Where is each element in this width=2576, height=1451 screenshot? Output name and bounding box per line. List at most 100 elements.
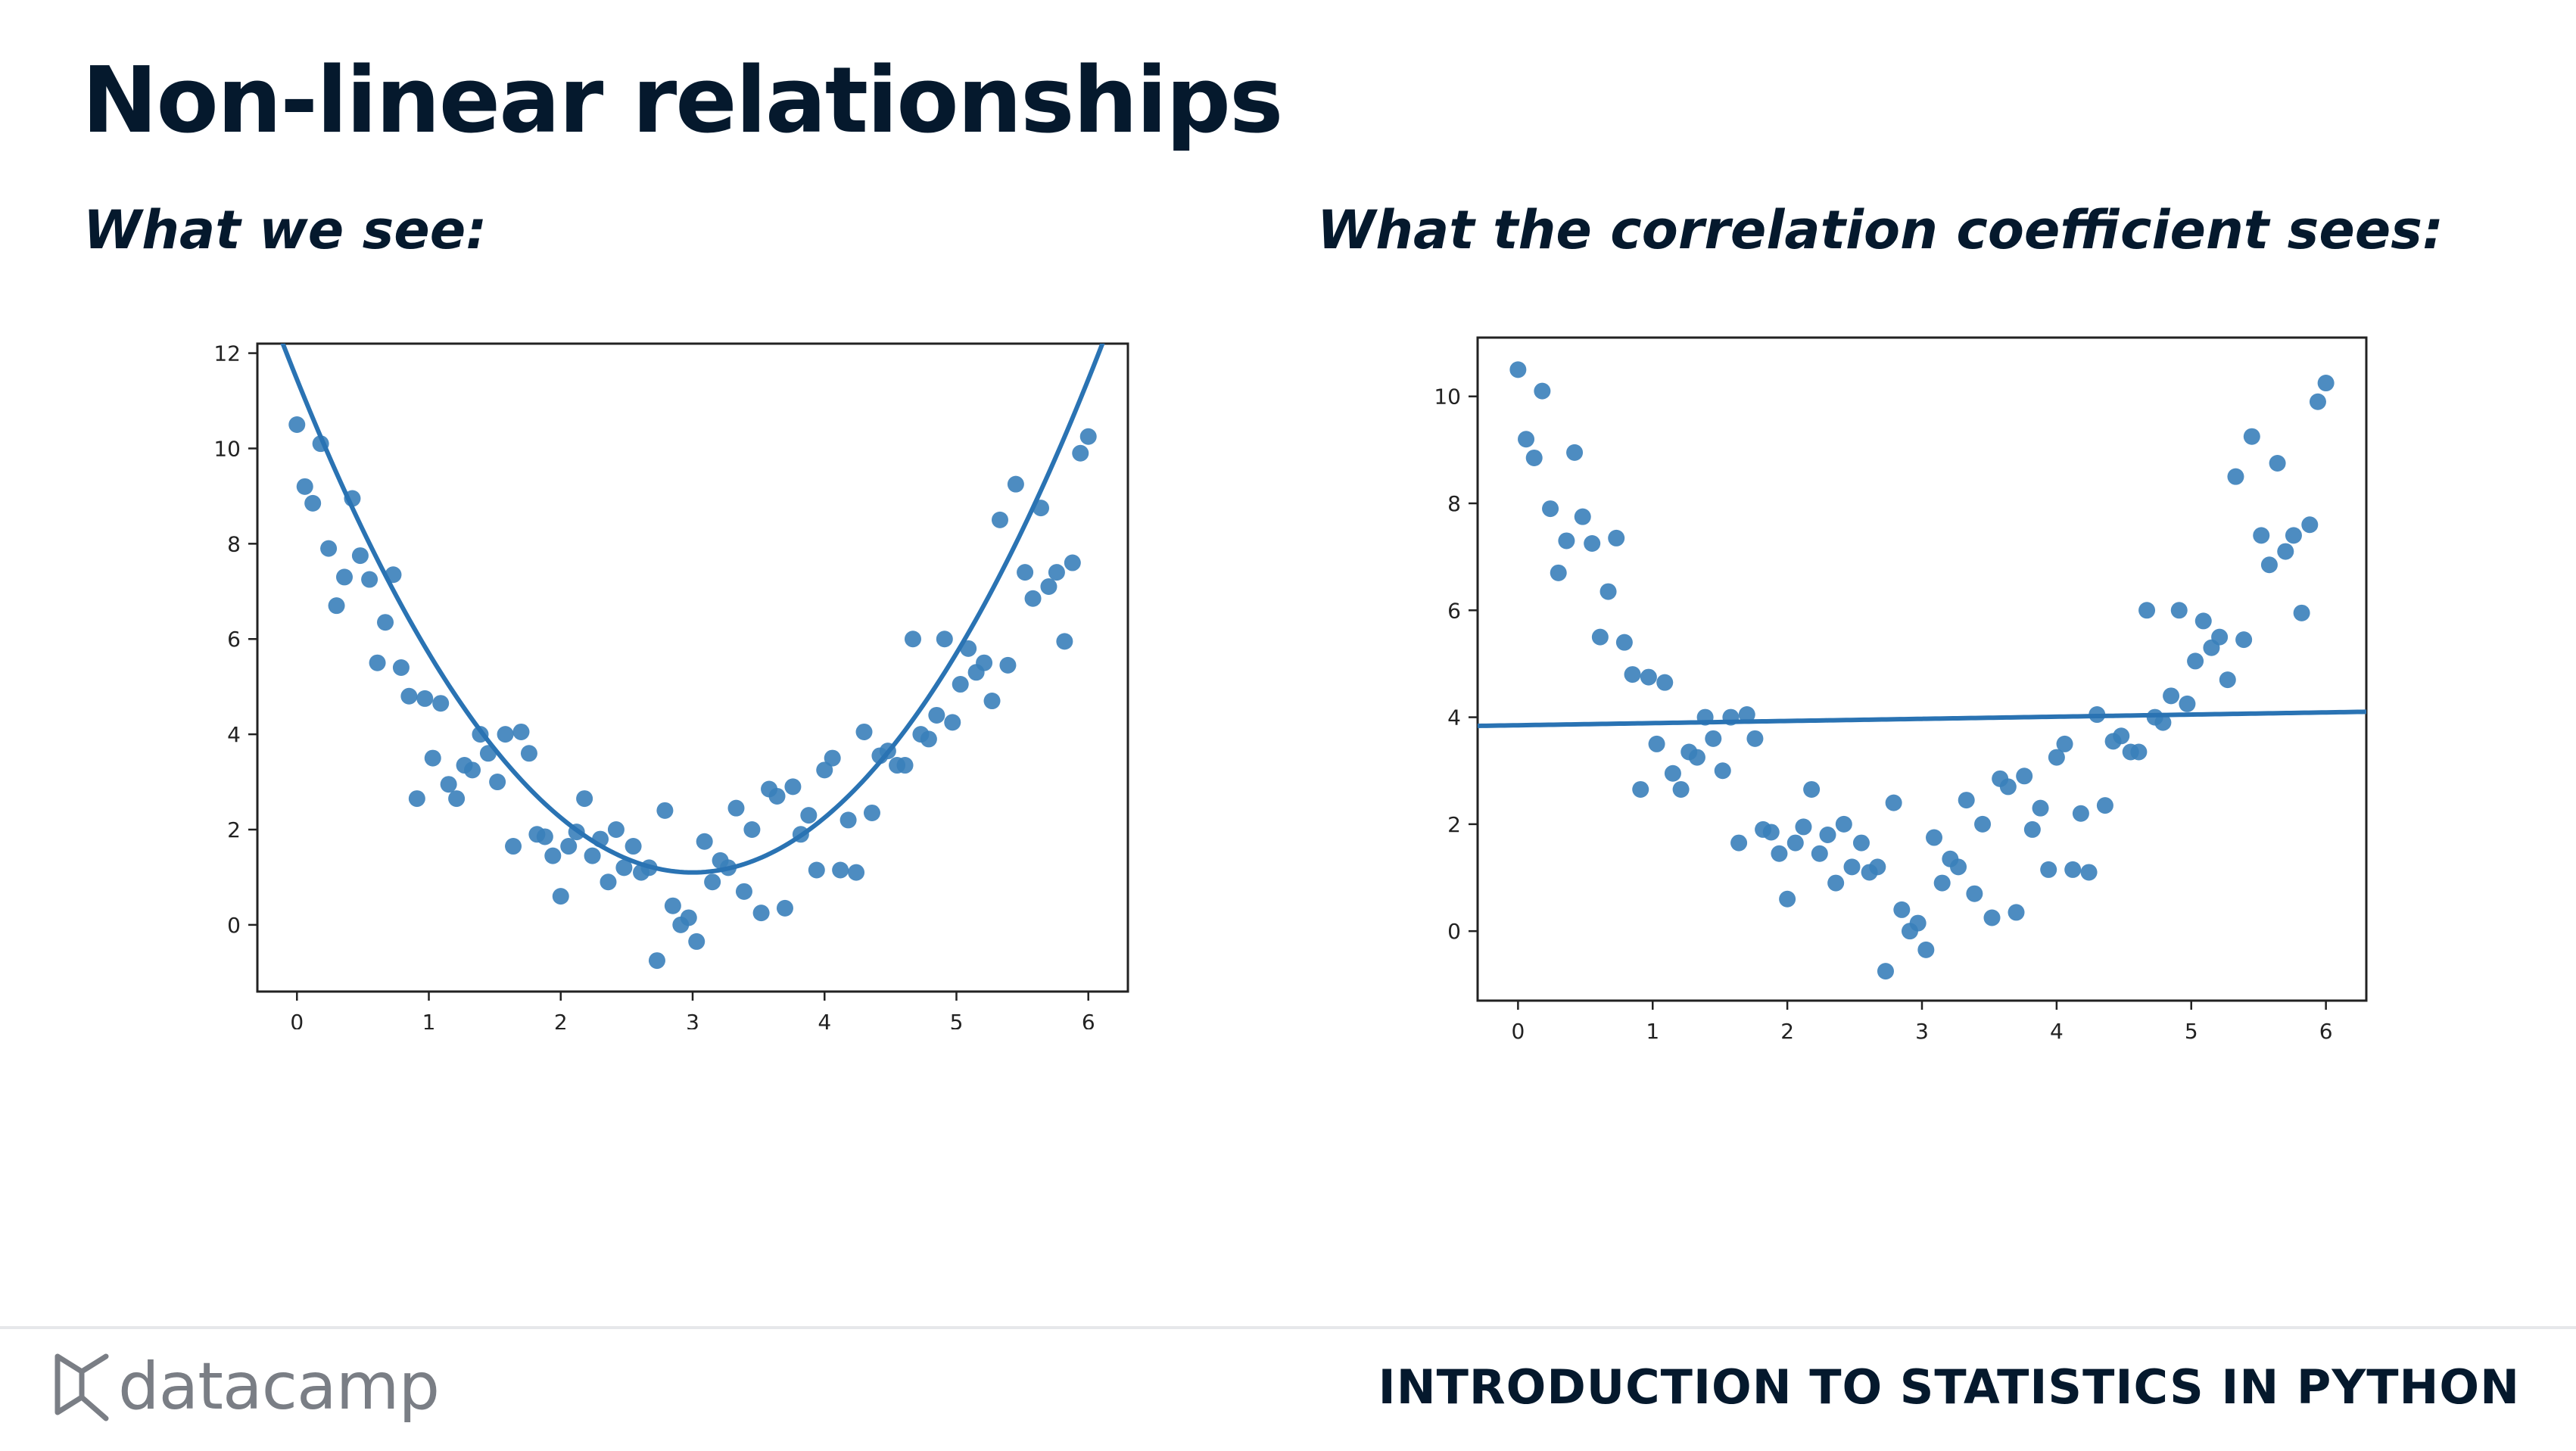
scatter-point	[800, 807, 818, 824]
scatter-point	[615, 859, 633, 877]
scatter-point	[1926, 829, 1943, 846]
scatter-point	[648, 952, 665, 970]
y-tick-label: 0	[227, 913, 241, 938]
scatter-point	[735, 883, 752, 900]
scatter-point	[704, 873, 721, 891]
scatter-point	[2096, 797, 2113, 814]
scatter-point	[1746, 730, 1764, 747]
scatter-point	[1640, 668, 1657, 686]
scatter-point	[680, 909, 697, 926]
scatter-point	[1566, 444, 1584, 461]
scatter-point	[607, 821, 625, 838]
y-tick-label: 6	[1447, 598, 1461, 623]
scatter-point	[1974, 815, 1992, 833]
scatter-point	[976, 654, 993, 671]
scatter-point	[1999, 778, 2017, 796]
scatter-point	[2317, 375, 2335, 392]
subtitle-right: What the correlation coefficient sees:	[1317, 199, 2444, 261]
x-tick-label: 0	[290, 1010, 304, 1029]
x-tick-label: 3	[686, 1010, 699, 1029]
scatter-point	[2235, 631, 2253, 649]
x-tick-label: 4	[818, 1010, 831, 1029]
scatter-point	[1893, 901, 1911, 918]
scatter-point	[2293, 604, 2310, 621]
scatter-point	[1819, 827, 1836, 843]
scatter-point	[928, 706, 945, 724]
scatter-point	[839, 811, 857, 829]
scatter-point	[816, 761, 833, 779]
scatter-point	[983, 693, 1001, 710]
scatter-point	[1730, 834, 1748, 852]
scatter-point	[1574, 508, 1591, 525]
scatter-point	[1688, 749, 1705, 766]
x-tick-label: 0	[1511, 1019, 1525, 1044]
scatter-point	[752, 905, 770, 922]
scatter-point	[2154, 714, 2172, 731]
scatter-point	[784, 778, 802, 796]
scatter-point	[863, 804, 880, 821]
logo-text: datacamp	[118, 1349, 440, 1425]
scatter-point	[1869, 858, 1886, 876]
scatter-point	[2064, 861, 2082, 878]
scatter-point	[497, 726, 514, 743]
y-tick-label: 4	[227, 722, 241, 747]
scatter-point	[1525, 449, 1543, 466]
plot-content	[280, 344, 1105, 970]
scatter-point	[1648, 735, 1665, 752]
scatter-point	[1584, 534, 1601, 552]
scatter-point	[512, 723, 530, 740]
datacamp-logo-icon	[55, 1353, 109, 1421]
scatter-point	[520, 745, 537, 762]
scatter-point	[2138, 602, 2156, 619]
x-tick-label: 6	[1082, 1010, 1095, 1029]
scatter-point	[1762, 824, 1780, 841]
scatter-point	[832, 861, 849, 879]
scatter-point	[320, 540, 338, 557]
scatter-point	[328, 597, 345, 615]
scatter-point	[1933, 874, 1951, 892]
scatter-point	[1509, 361, 1527, 378]
y-tick-label: 12	[213, 341, 241, 366]
scatter-point	[696, 833, 713, 850]
scatter-point	[743, 821, 761, 838]
scatter-point	[2243, 428, 2260, 445]
scatter-point	[2285, 527, 2302, 544]
scatter-point	[1558, 532, 1575, 550]
x-tick-label: 1	[1646, 1019, 1659, 1044]
footer-divider	[0, 1326, 2576, 1329]
scatter-point	[369, 654, 386, 671]
subtitle-left: What we see:	[83, 199, 487, 261]
plot-area-frame	[1476, 336, 2368, 1002]
scatter-point	[727, 799, 745, 817]
scatter-point	[2040, 861, 2057, 878]
scatter-point	[2048, 749, 2065, 766]
y-tick-label: 8	[227, 531, 241, 556]
x-tick-label: 2	[554, 1010, 568, 1029]
scatter-point	[2080, 864, 2098, 881]
scatter-point	[952, 676, 969, 693]
scatter-point	[1664, 764, 1681, 782]
scatter-point	[1779, 890, 1796, 908]
x-tick-label: 4	[2050, 1019, 2064, 1044]
scatter-point	[424, 749, 441, 767]
scatter-point	[2163, 687, 2180, 705]
quadratic-fit-line	[280, 344, 1105, 875]
scatter-point	[505, 838, 522, 855]
scatter-point	[544, 847, 562, 864]
scatter-point	[416, 690, 434, 707]
scatter-point	[2072, 805, 2089, 822]
scatter-point	[351, 547, 369, 565]
scatter-point	[999, 656, 1017, 674]
scatter-point	[1040, 578, 1057, 595]
linear-fit-scatter-chart: 0 1 2 3 4 5 6 0 2 4 6 8 10	[1434, 336, 2368, 1044]
scatter-point	[2253, 527, 2270, 544]
scatter-point	[1827, 874, 1845, 892]
scatter-point	[656, 802, 674, 819]
scatter-point	[776, 899, 793, 917]
scatter-point	[808, 861, 825, 879]
scatter-point	[848, 864, 865, 881]
plot-content	[1478, 361, 2366, 980]
scatter-point	[768, 787, 786, 805]
scatter-point	[2179, 695, 2196, 712]
scatter-point	[1958, 792, 1975, 809]
